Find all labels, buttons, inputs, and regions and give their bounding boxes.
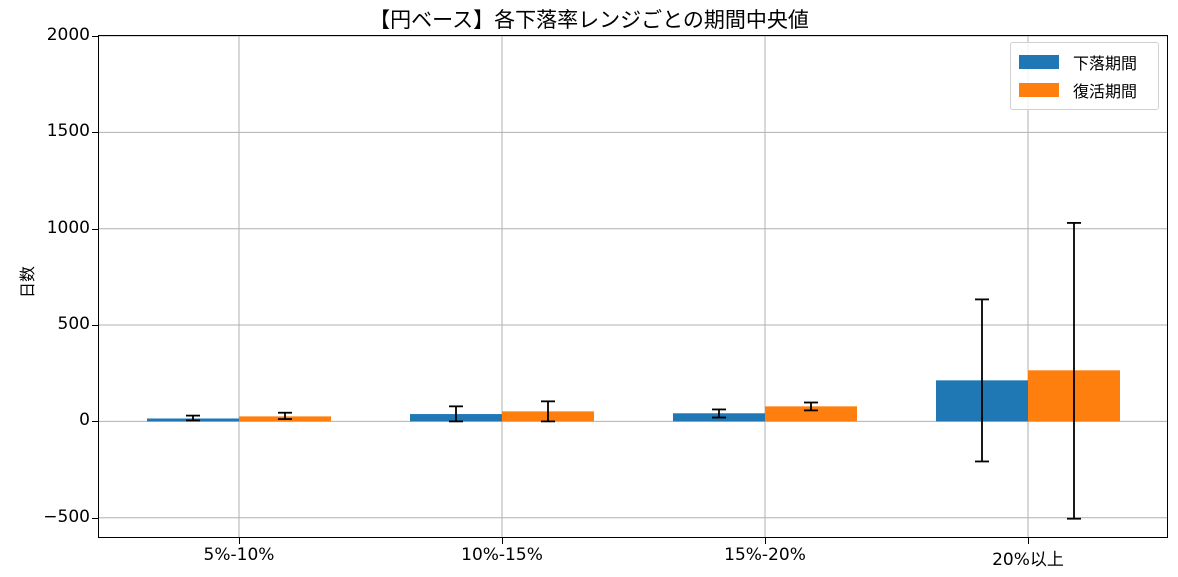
legend-label: 下落期間 — [1073, 54, 1138, 73]
x-tick-label: 10%-15% — [461, 545, 543, 565]
x-tick-mark — [502, 538, 503, 544]
bar-recovery — [765, 406, 857, 422]
x-tick-label: 20%以上 — [992, 550, 1064, 570]
y-tick-label: 1500 — [46, 121, 90, 142]
legend-swatch-orange — [1019, 83, 1059, 97]
bar-chart-svg — [99, 35, 1167, 537]
y-tick-mark — [92, 325, 98, 327]
y-tick-label: 500 — [57, 314, 90, 335]
x-tick-mark — [765, 538, 766, 544]
x-tick-label: 15%-20% — [724, 545, 806, 565]
y-tick-label: 0 — [79, 410, 90, 431]
legend: 下落期間 復活期間 — [1010, 42, 1159, 110]
y-tick-mark — [92, 132, 98, 134]
y-axis-label: 日数 — [18, 266, 37, 299]
chart-title: 【円ベース】各下落率レンジごとの期間中央値 — [369, 8, 809, 32]
plot-area — [98, 35, 1168, 538]
y-tick-label: −500 — [43, 506, 90, 527]
legend-swatch-blue — [1019, 55, 1059, 69]
y-tick-mark — [92, 36, 98, 37]
x-tick-mark — [1028, 538, 1029, 544]
y-tick-mark — [92, 228, 98, 230]
x-tick-label: 5%-10% — [203, 545, 275, 565]
legend-item-decline: 下落期間 — [1019, 52, 1138, 73]
y-tick-label: 1000 — [46, 217, 90, 238]
x-tick-mark — [239, 538, 240, 544]
legend-item-recovery: 復活期間 — [1019, 80, 1138, 101]
legend-label: 復活期間 — [1073, 82, 1138, 101]
y-tick-mark — [92, 517, 98, 519]
y-tick-label: 2000 — [46, 25, 90, 45]
y-tick-mark — [92, 421, 98, 423]
